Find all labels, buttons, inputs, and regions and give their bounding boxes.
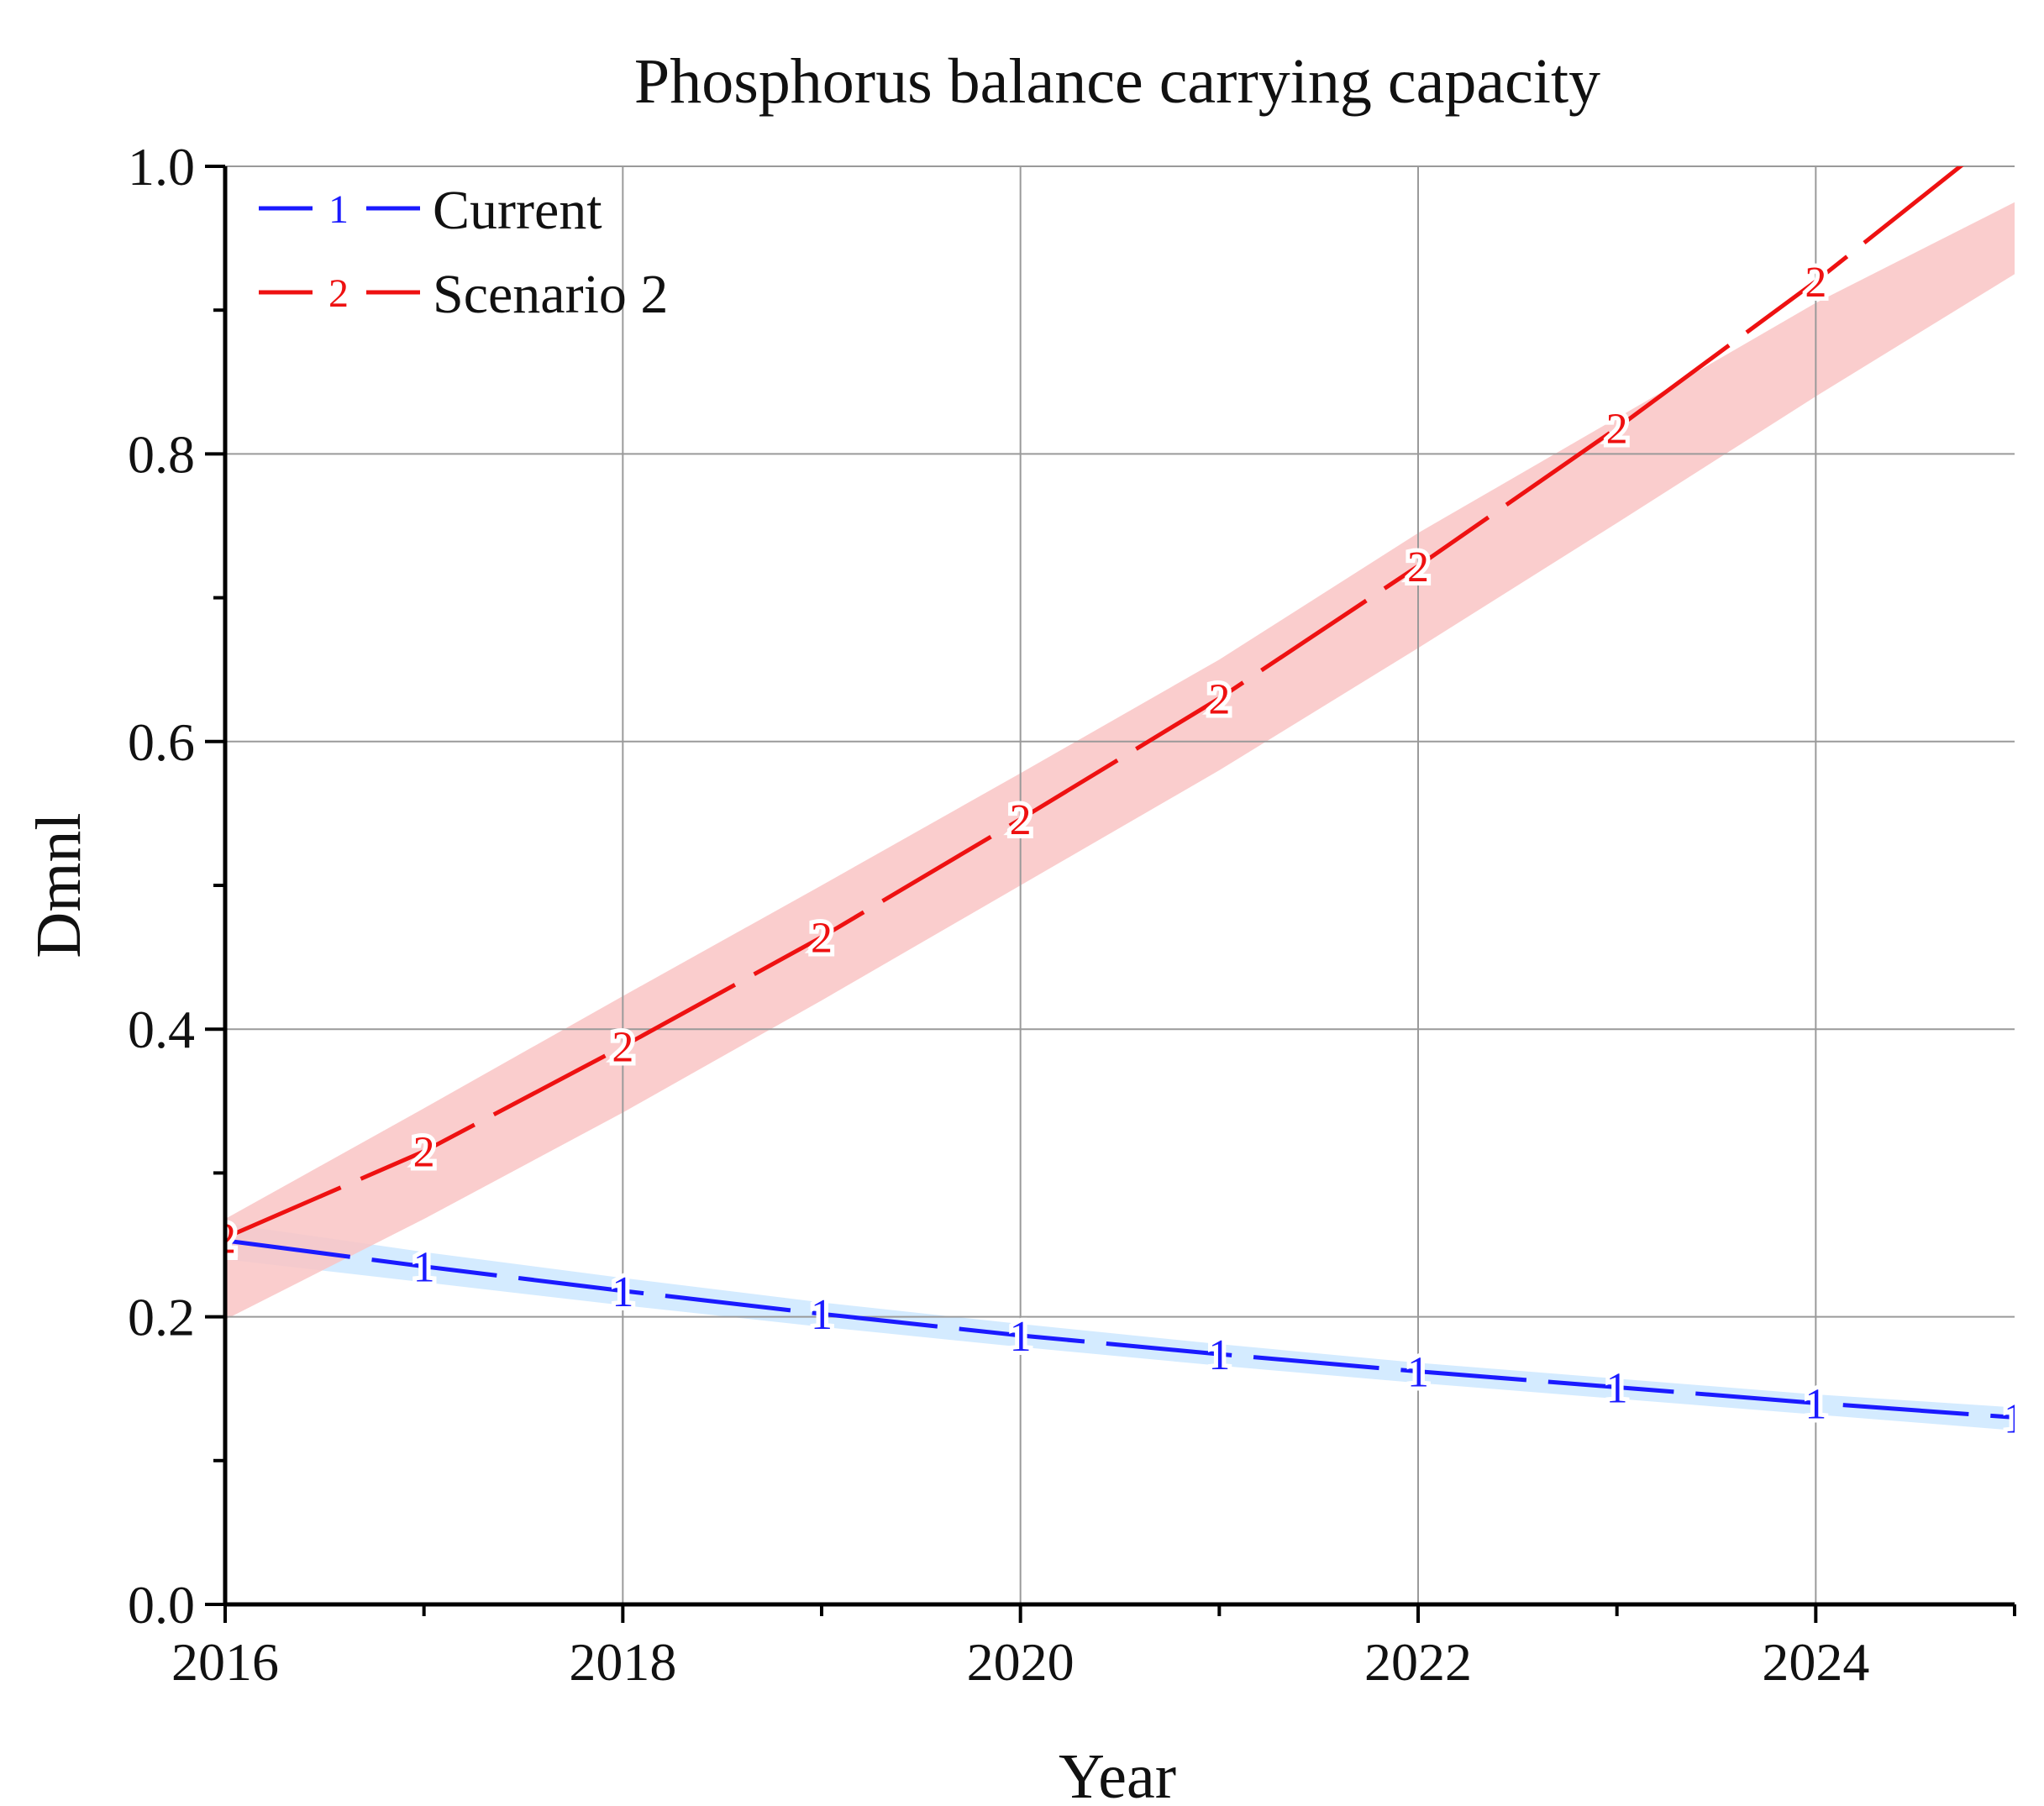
chart-title: Phosphorus balance carrying capacity bbox=[634, 46, 1600, 117]
x-axis-label: Year bbox=[1059, 1741, 1176, 1806]
confidence-band-2 bbox=[225, 202, 2015, 1320]
x-tick-label: 2024 bbox=[1762, 1632, 1869, 1692]
data-point-marker: 1 bbox=[1805, 1380, 1826, 1428]
data-point-marker: 1 bbox=[1606, 1364, 1628, 1412]
y-tick-label: 0.8 bbox=[128, 424, 195, 484]
data-point-marker: 1 bbox=[1010, 1313, 1032, 1361]
x-tick-label: 2020 bbox=[967, 1632, 1075, 1692]
data-point-marker: 2 bbox=[1805, 259, 1826, 307]
y-tick-label: 0.4 bbox=[128, 1000, 195, 1059]
data-point-marker: 2 bbox=[811, 915, 833, 963]
data-point-marker: 2 bbox=[1208, 675, 1230, 723]
data-point-marker: 2 bbox=[1606, 406, 1628, 454]
legend-label: Current bbox=[433, 180, 602, 241]
y-tick-label: 0.0 bbox=[128, 1575, 195, 1635]
y-tick-label: 0.6 bbox=[128, 712, 195, 772]
data-point-marker: 1 bbox=[811, 1291, 833, 1339]
x-tick-label: 2016 bbox=[171, 1632, 279, 1692]
data-point-marker: 2 bbox=[612, 1024, 633, 1072]
data-point-marker: 1 bbox=[413, 1244, 435, 1292]
data-point-marker: 1 bbox=[2004, 1394, 2026, 1442]
data-point-marker: 1 bbox=[1208, 1331, 1230, 1379]
y-axis-label: Dmnl bbox=[24, 812, 94, 958]
data-point-marker: 2 bbox=[1407, 543, 1429, 591]
series-line-1 bbox=[225, 1238, 2015, 1420]
confidence-band-1 bbox=[225, 1223, 2015, 1431]
x-tick-label: 2022 bbox=[1364, 1632, 1472, 1692]
legend-label: Scenario 2 bbox=[433, 264, 668, 325]
data-point-marker: 2 bbox=[2004, 101, 2026, 149]
data-point-marker: 1 bbox=[612, 1268, 633, 1316]
legend-marker: 2 bbox=[328, 271, 349, 316]
legend-marker: 1 bbox=[328, 187, 349, 232]
y-tick-label: 0.2 bbox=[128, 1288, 195, 1347]
data-point-marker: 1 bbox=[1407, 1349, 1429, 1397]
data-point-marker: 2 bbox=[1010, 796, 1032, 844]
y-tick-label: 1.0 bbox=[128, 137, 195, 197]
data-point-marker: 2 bbox=[413, 1129, 435, 1177]
x-tick-label: 2018 bbox=[569, 1632, 676, 1692]
series-line-2 bbox=[225, 166, 1964, 1240]
